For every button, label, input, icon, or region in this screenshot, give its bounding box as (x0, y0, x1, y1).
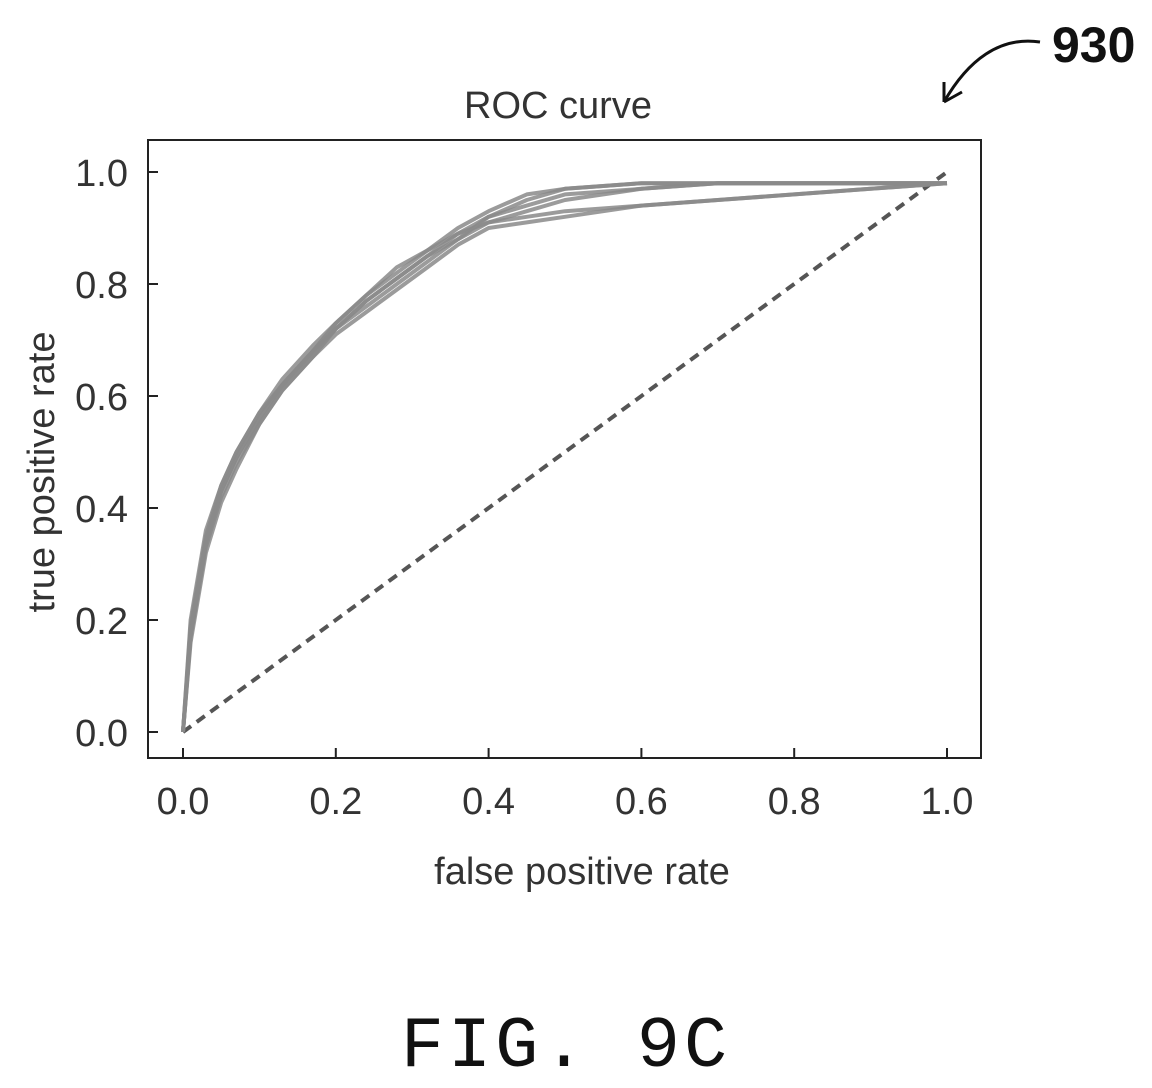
x-axis-label: false positive rate (434, 851, 730, 893)
plot-frame (147, 139, 982, 759)
figure-caption: FIG. 9C (401, 1006, 731, 1088)
x-axis-ticks: 0.0 0.2 0.4 0.6 0.8 1.0 (157, 748, 974, 823)
y-tick-label: 0.4 (75, 489, 128, 531)
x-tick-label: 0.6 (615, 781, 668, 823)
roc-curve-line (181, 181, 947, 733)
y-tick-label: 0.8 (75, 265, 128, 307)
y-tick-label: 1.0 (75, 153, 128, 195)
y-tick-label: 0.6 (75, 377, 128, 419)
chart-title: ROC curve (464, 85, 652, 127)
reference-arrowhead (942, 82, 963, 104)
y-axis-label: true positive rate (21, 332, 63, 613)
roc-curve-line (181, 181, 948, 733)
x-tick-label: 0.8 (768, 781, 821, 823)
reference-arrow (942, 39, 1041, 103)
x-tick-label: 1.0 (921, 781, 974, 823)
x-tick-label: 0.2 (309, 781, 362, 823)
y-tick-label: 0.2 (75, 601, 128, 643)
x-tick-label: 0.4 (462, 781, 515, 823)
roc-curves (181, 181, 948, 733)
chance-reference-line (181, 170, 949, 734)
y-axis-ticks: 0.0 0.2 0.4 0.6 0.8 1.0 (75, 153, 158, 755)
x-tick-label: 0.0 (157, 781, 210, 823)
y-tick-label: 0.0 (75, 713, 128, 755)
reference-numeral: 930 (1052, 17, 1135, 73)
